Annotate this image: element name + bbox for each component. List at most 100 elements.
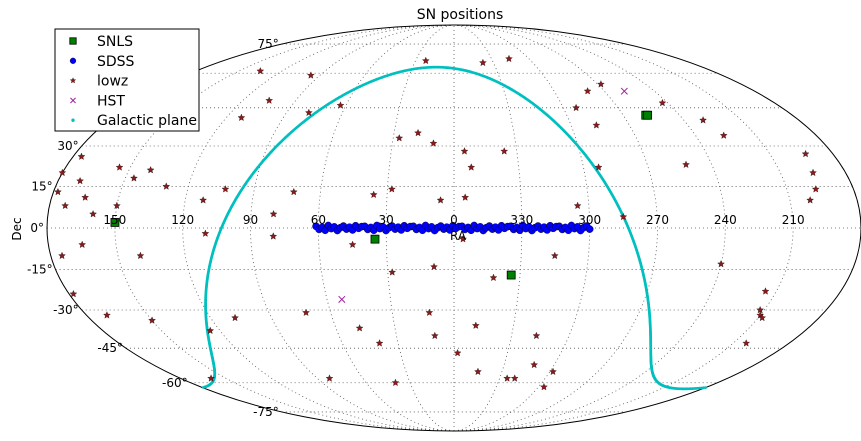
lowz-point xyxy=(594,163,603,171)
lowz-point xyxy=(761,287,770,295)
lowz-point xyxy=(58,168,67,177)
lowz-point xyxy=(89,210,97,218)
lowz-point xyxy=(58,251,66,260)
lowz-point xyxy=(130,174,138,182)
chart-title: SN positions xyxy=(417,7,504,23)
lowz-series xyxy=(54,54,820,391)
sdss-point xyxy=(585,225,594,233)
lowz-point xyxy=(146,166,155,174)
y-axis-label: Dec xyxy=(10,217,24,240)
hst-series xyxy=(338,87,628,303)
ra-tick-label: 330 xyxy=(510,213,533,227)
lowz-point xyxy=(265,96,273,104)
lowz-point xyxy=(388,268,397,276)
hst-point xyxy=(338,295,346,303)
ra-tick-label: 300 xyxy=(578,213,601,227)
ra-tick-label: 60 xyxy=(311,213,326,227)
lowz-point xyxy=(206,326,215,334)
lowz-point xyxy=(388,185,396,193)
sdss-series xyxy=(312,221,594,235)
legend-label-sdss: SDSS xyxy=(97,54,135,70)
lowz-point xyxy=(459,235,467,243)
lowz-point xyxy=(269,232,278,240)
lowz-point xyxy=(597,80,605,88)
dec-tick-label: -75° xyxy=(253,405,279,419)
ra-tick-label: 240 xyxy=(714,213,737,227)
lowz-point xyxy=(801,149,810,158)
snls-point xyxy=(370,234,380,244)
lowz-point xyxy=(460,147,469,155)
legend-box xyxy=(54,28,200,132)
lowz-point xyxy=(375,339,384,347)
ra-tick-label: 270 xyxy=(646,213,669,227)
lowz-point xyxy=(742,339,751,347)
lowz-point xyxy=(811,185,820,193)
legend-marker-hst xyxy=(70,97,76,104)
lowz-point xyxy=(572,103,580,112)
legend-label-lowz: lowz xyxy=(97,74,128,90)
ra-tick-label: 90 xyxy=(243,213,258,227)
lowz-point xyxy=(425,308,434,316)
ra-tick-label: 0 xyxy=(450,213,458,227)
lowz-point xyxy=(717,260,725,268)
dec-tick-label: -15° xyxy=(27,263,53,277)
sky-boundary xyxy=(46,24,861,432)
lowz-point xyxy=(474,367,482,375)
meridian-gridline xyxy=(453,25,726,431)
lowz-point xyxy=(307,71,315,79)
lowz-point xyxy=(289,187,298,196)
data-marks xyxy=(54,54,820,391)
lowz-point xyxy=(436,196,445,204)
lowz-point xyxy=(69,290,78,298)
lowz-point xyxy=(806,196,814,204)
lowz-point xyxy=(61,201,69,209)
lowz-point xyxy=(113,201,121,209)
lowz-point xyxy=(479,58,487,67)
meridian-gridline xyxy=(182,25,455,431)
meridian-gridline xyxy=(114,25,455,431)
lowz-point xyxy=(592,121,601,129)
legend-marker-galactic-plane xyxy=(71,118,75,122)
lowz-point xyxy=(530,360,538,369)
meridian-gridline xyxy=(385,25,455,431)
lowz-point xyxy=(429,139,438,147)
lowz-point xyxy=(305,108,313,116)
lowz-point xyxy=(76,176,84,185)
ra-tick-label: 150 xyxy=(103,213,126,227)
x-axis-label: RA xyxy=(450,229,467,243)
lowz-point xyxy=(162,182,171,190)
hst-point xyxy=(620,87,628,95)
lowz-point xyxy=(758,313,766,322)
lowz-point xyxy=(221,185,230,193)
snls-point xyxy=(110,218,120,227)
lowz-point xyxy=(503,374,511,382)
lowz-point xyxy=(682,160,690,168)
legend-label-snls: SNLS xyxy=(97,34,133,50)
lowz-point xyxy=(467,163,476,171)
lowz-point xyxy=(489,273,498,281)
ra-tick-label: 30 xyxy=(379,213,394,227)
legend-label-galactic-plane: Galactic plane xyxy=(97,113,197,129)
lowz-point xyxy=(391,378,400,386)
lowz-point xyxy=(78,240,86,248)
lowz-point xyxy=(421,56,430,65)
lowz-point xyxy=(302,308,310,316)
lowz-point xyxy=(414,128,422,137)
lowz-point xyxy=(237,113,246,121)
legend-marker-sdss xyxy=(69,57,77,64)
lowz-point xyxy=(199,196,207,204)
lowz-point xyxy=(115,163,124,171)
dec-tick-label: -30° xyxy=(53,303,79,317)
galactic-plane-point xyxy=(647,306,651,310)
lowz-point xyxy=(550,251,559,260)
lowz-point xyxy=(201,229,210,237)
lowz-point xyxy=(461,193,469,201)
lowz-point xyxy=(658,98,667,107)
lowz-point xyxy=(719,131,728,139)
lowz-point xyxy=(453,349,462,357)
lowz-point xyxy=(54,187,62,196)
snls-point xyxy=(506,270,516,280)
lowz-point xyxy=(809,168,817,177)
lowz-point xyxy=(431,331,439,340)
